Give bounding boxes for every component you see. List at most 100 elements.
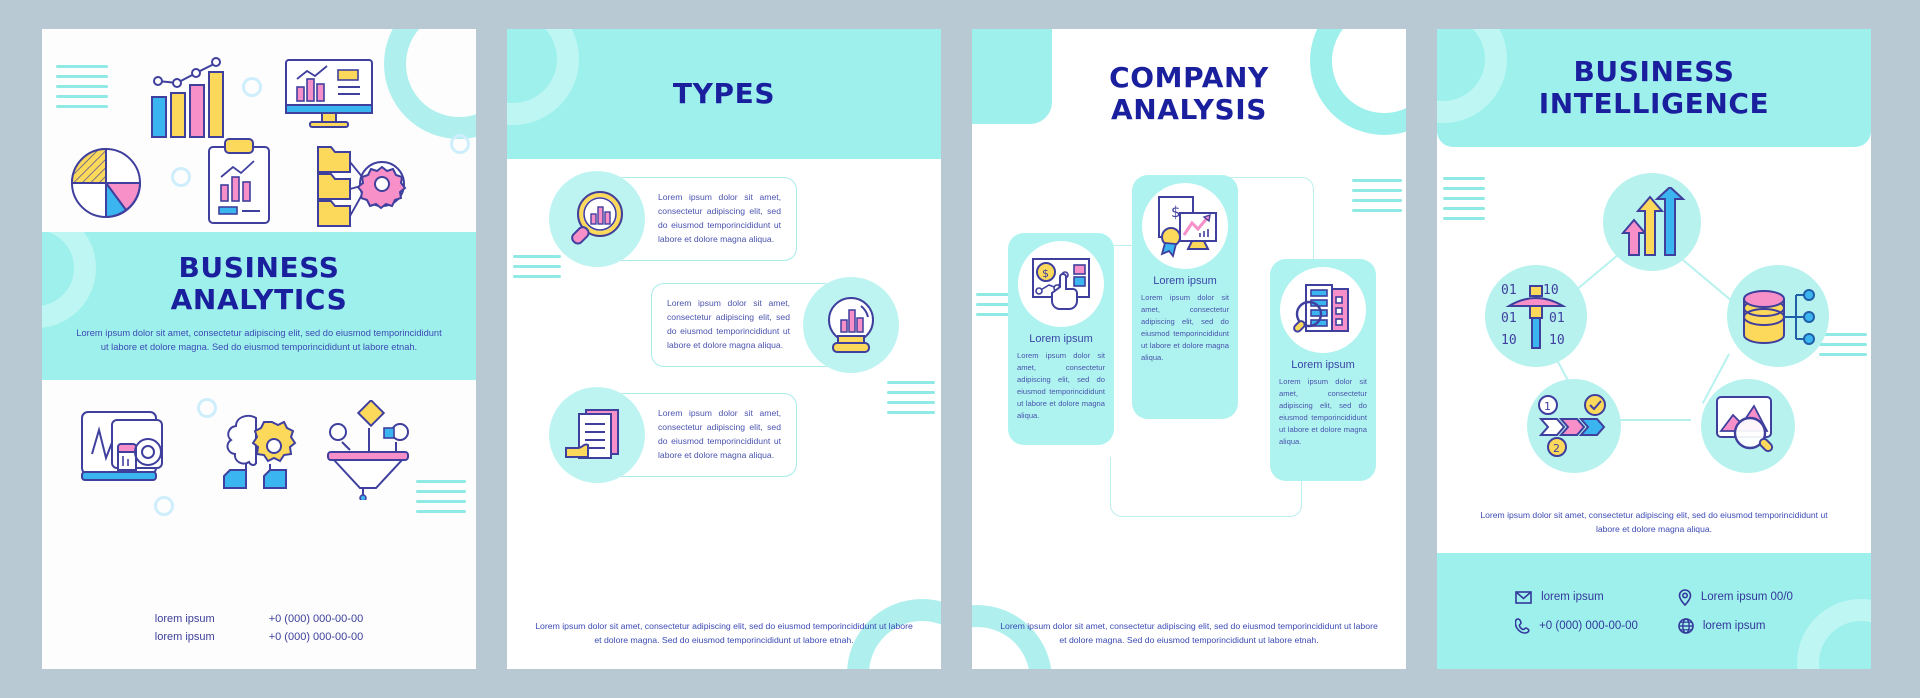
cluster-link xyxy=(1682,259,1735,304)
page2-title-band: TYPES xyxy=(507,29,941,159)
decor-ring xyxy=(154,496,174,516)
data-mining-binary-icon[interactable]: 01 10 01 01 10 10 xyxy=(1485,265,1587,367)
footer-contact-list: lorem ipsum Lorem ipsum 00/0 +0 (000) 00… xyxy=(1515,588,1793,634)
page3-footer: Lorem ipsum dolor sit amet, consectetur … xyxy=(972,539,1406,669)
page-title-line2: ANALYTICS xyxy=(170,282,348,316)
page-title-line1: COMPANY xyxy=(1109,61,1269,95)
decor-circle-outline xyxy=(1437,29,1507,123)
workflow-steps-icon[interactable]: 1 2 xyxy=(1527,379,1621,473)
decor-ring xyxy=(242,77,262,97)
page1-icon-footer: lorem ipsum lorem ipsum +0 (000) 000-00-… xyxy=(42,380,476,669)
svg-text:$: $ xyxy=(1171,203,1181,221)
page1-intro-text: Lorem ipsum dolor sit amet, consectetur … xyxy=(76,327,442,353)
decor-circle-outline xyxy=(1797,599,1871,669)
data-funnel-icon xyxy=(327,400,409,500)
growth-arrows-icon[interactable] xyxy=(1603,173,1701,271)
type-item[interactable]: Lorem ipsum dolor sit amet, consectetur … xyxy=(651,277,899,373)
contact-phones: +0 (000) 000-00-00 +0 (000) 000-00-00 xyxy=(269,611,363,647)
company-card[interactable]: $ Lorem ipsum Lorem ipsum dolor sit amet… xyxy=(1008,233,1114,445)
company-card-text: Lorem ipsum dolor sit amet, consectetur … xyxy=(1279,377,1367,446)
page-business-intelligence: BUSINESS INTELLIGENCE xyxy=(1437,29,1871,669)
svg-text:10: 10 xyxy=(1549,333,1565,348)
company-card[interactable]: Lorem ipsum Lorem ipsum dolor sit amet, … xyxy=(1270,259,1376,481)
footer-contact-phone[interactable]: +0 (000) 000-00-00 xyxy=(1515,617,1638,634)
document-hand-icon xyxy=(549,387,645,483)
footer-contact-address[interactable]: Lorem ipsum 00/0 xyxy=(1678,588,1793,606)
page-title-line2: ANALYSIS xyxy=(1110,93,1268,126)
connector-right xyxy=(1198,177,1314,263)
brain-gear-ai-icon xyxy=(223,414,297,489)
company-card-heading: Lorem ipsum xyxy=(1153,275,1217,287)
footer-contact-email[interactable]: lorem ipsum xyxy=(1515,589,1638,606)
page1-title-band: BUSINESS ANALYTICS Lorem ipsum dolor sit… xyxy=(42,232,476,380)
decor-circle-outline xyxy=(1310,29,1406,135)
decor-stripes xyxy=(1352,179,1402,212)
page4-note: Lorem ipsum dolor sit amet, consectetur … xyxy=(1480,510,1828,535)
company-card-text: Lorem ipsum dolor sit amet, consectetur … xyxy=(1141,293,1229,362)
decor-stripes xyxy=(976,293,1022,316)
bar-chart-trend-icon xyxy=(151,57,224,138)
company-card-text: Lorem ipsum dolor sit amet, consectetur … xyxy=(1017,351,1105,420)
company-card-heading: Lorem ipsum xyxy=(1291,359,1355,371)
page2-content: Lorem ipsum dolor sit amet, consectetur … xyxy=(507,159,941,539)
decor-stripes xyxy=(1443,177,1485,220)
page-title: TYPES xyxy=(672,77,776,111)
company-card-heading: Lorem ipsum xyxy=(1029,333,1093,345)
svg-text:10: 10 xyxy=(1501,333,1517,348)
page-title: BUSINESS ANALYTICS xyxy=(76,252,442,316)
footer-address-label: Lorem ipsum 00/0 xyxy=(1700,591,1793,603)
decor-ring xyxy=(171,167,191,187)
folders-gear-icon xyxy=(317,146,407,227)
page3-title-band: COMPANY ANALYSIS xyxy=(972,29,1406,159)
page-title: BUSINESS INTELLIGENCE xyxy=(1539,56,1770,120)
svg-text:01: 01 xyxy=(1549,311,1565,326)
company-card[interactable]: $ Lorem ipsum Lorem ipsum dolor sit amet… xyxy=(1132,175,1238,419)
page-title-line2: INTELLIGENCE xyxy=(1538,87,1770,120)
page4-title-band: BUSINESS INTELLIGENCE xyxy=(1437,29,1871,147)
page2-footnote: Lorem ipsum dolor sit amet, consectetur … xyxy=(535,620,913,645)
decor-stripes xyxy=(1819,333,1867,356)
database-network-icon[interactable] xyxy=(1727,265,1829,367)
page4-content: 01 10 01 01 10 10 xyxy=(1437,147,1871,553)
contact-name-2: lorem ipsum xyxy=(154,631,215,644)
decor-stripes xyxy=(416,480,466,513)
page1-icon-header xyxy=(42,29,476,232)
page-company-analysis: COMPANY ANALYSIS $ xyxy=(972,29,1406,669)
analytics-dashboard-icon xyxy=(81,411,163,481)
type-item[interactable]: Lorem ipsum dolor sit amet, consectetur … xyxy=(549,171,797,267)
globe-icon xyxy=(1678,617,1694,634)
contact-names: lorem ipsum lorem ipsum xyxy=(155,611,215,647)
coin-chart-touch-icon: $ xyxy=(1018,241,1104,327)
decor-stripes xyxy=(887,381,935,414)
footer-contact-website[interactable]: lorem ipsum xyxy=(1678,617,1793,634)
connector-bottom-left xyxy=(1110,457,1206,517)
contact-name-1: lorem ipsum xyxy=(154,613,215,626)
decor-circle-outline xyxy=(384,29,476,139)
page-title-line1: BUSINESS xyxy=(1573,55,1735,89)
decor-stripes xyxy=(513,255,561,278)
crystal-ball-chart-icon xyxy=(803,277,899,373)
decor-mint-block xyxy=(972,29,1052,124)
envelope-icon xyxy=(1515,590,1532,604)
decor-circle-outline xyxy=(507,29,579,125)
monitor-dashboard-icon xyxy=(285,59,373,128)
svg-text:1: 1 xyxy=(1544,400,1551,413)
cluster-link xyxy=(1619,419,1691,421)
decor-ring xyxy=(450,134,470,154)
page3-footnote: Lorem ipsum dolor sit amet, consectetur … xyxy=(1000,620,1378,645)
svg-text:10: 10 xyxy=(1543,283,1559,298)
location-pin-icon xyxy=(1678,588,1692,606)
page4-footer-band: lorem ipsum Lorem ipsum 00/0 +0 (000) 00… xyxy=(1437,553,1871,669)
clipboard-report-icon xyxy=(208,138,270,224)
decor-ring xyxy=(197,398,217,418)
type-item[interactable]: Lorem ipsum dolor sit amet, consectetur … xyxy=(549,387,797,483)
footer-phone-label: +0 (000) 000-00-00 xyxy=(1539,619,1638,632)
page1-contact-block: lorem ipsum lorem ipsum +0 (000) 000-00-… xyxy=(42,611,476,647)
page-title: COMPANY ANALYSIS xyxy=(1109,62,1269,126)
page3-content: $ Lorem ipsum Lorem ipsum dolor sit amet… xyxy=(972,159,1406,539)
contact-phone-2: +0 (000) 000-00-00 xyxy=(268,631,364,644)
chart-magnifier-icon[interactable] xyxy=(1701,379,1795,473)
phone-icon xyxy=(1515,617,1530,634)
footer-email-label: lorem ipsum xyxy=(1541,591,1604,603)
